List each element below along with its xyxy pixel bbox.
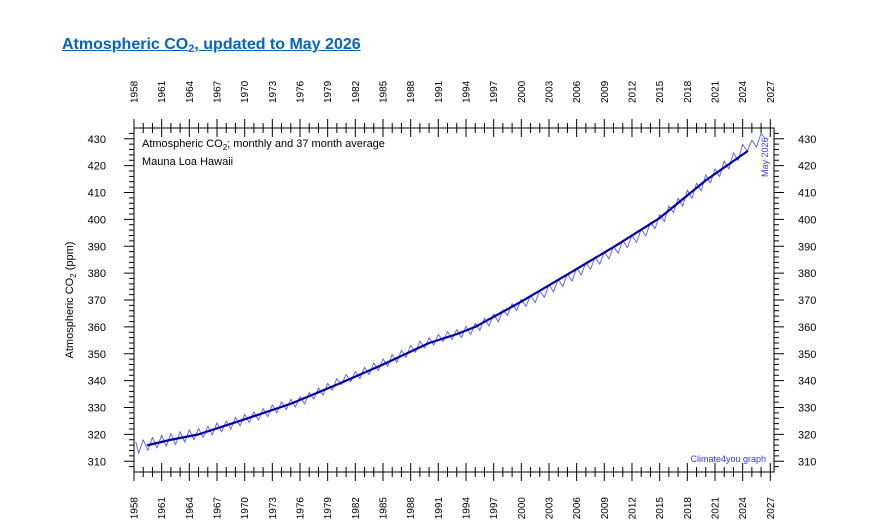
x-tick-label-top: 1991 <box>434 80 445 103</box>
credit-label: Climate4you graph <box>690 454 766 464</box>
x-tick-label-top: 1979 <box>323 80 334 103</box>
monthly-line <box>135 132 766 454</box>
y-tick-label-left: 380 <box>88 268 106 280</box>
y-tick-label-left: 310 <box>88 456 106 468</box>
x-tick-label-bottom: 1958 <box>130 497 141 520</box>
x-tick-label-bottom: 2027 <box>766 497 777 520</box>
x-tick-label-bottom: 1994 <box>461 497 472 520</box>
y-tick-label-right: 320 <box>798 429 816 441</box>
y-tick-label-right: 360 <box>798 322 816 334</box>
x-tick-label-bottom: 1979 <box>323 497 334 520</box>
x-tick-label-bottom: 1991 <box>434 497 445 520</box>
x-tick-label-bottom: 2021 <box>710 497 721 520</box>
x-tick-label-top: 2006 <box>572 80 583 103</box>
x-tick-label-bottom: 2018 <box>683 497 694 520</box>
x-tick-label-bottom: 1982 <box>351 497 362 520</box>
y-tick-label-left: 360 <box>88 322 106 334</box>
x-tick-label-top: 1997 <box>489 80 500 103</box>
x-tick-label-top: 1988 <box>406 80 417 103</box>
x-tick-label-bottom: 1964 <box>185 497 196 520</box>
x-tick-label-top: 1982 <box>351 80 362 103</box>
x-tick-label-bottom: 1961 <box>157 497 168 520</box>
x-tick-label-bottom: 1976 <box>295 497 306 520</box>
y-tick-label-left: 370 <box>88 295 106 307</box>
y-tick-label-right: 350 <box>798 349 816 361</box>
x-tick-label-top: 2015 <box>655 80 666 103</box>
x-tick-label-bottom: 2009 <box>600 497 611 520</box>
x-tick-label-top: 1973 <box>268 80 279 103</box>
y-tick-label-left: 320 <box>88 429 106 441</box>
x-tick-label-top: 1985 <box>378 80 389 103</box>
y-tick-label-right: 430 <box>798 134 816 146</box>
x-tick-label-top: 2024 <box>738 80 749 103</box>
y-tick-label-left: 340 <box>88 376 106 388</box>
y-tick-label-right: 330 <box>798 403 816 415</box>
y-tick-label-right: 340 <box>798 376 816 388</box>
x-tick-label-top: 2003 <box>544 80 555 103</box>
y-tick-label-right: 420 <box>798 161 816 173</box>
x-tick-label-bottom: 2000 <box>517 497 528 520</box>
x-tick-label-top: 1994 <box>461 80 472 103</box>
average-line <box>146 150 749 447</box>
x-tick-label-top: 2018 <box>683 80 694 103</box>
x-tick-label-top: 2021 <box>710 80 721 103</box>
chart-subtitle: Mauna Loa Hawaii <box>142 156 233 168</box>
x-tick-label-bottom: 2003 <box>544 497 555 520</box>
y-tick-label-left: 420 <box>88 161 106 173</box>
y-tick-label-left: 390 <box>88 241 106 253</box>
x-tick-label-bottom: 2006 <box>572 497 583 520</box>
y-tick-label-left: 350 <box>88 349 106 361</box>
y-tick-label-right: 310 <box>798 456 816 468</box>
x-tick-label-bottom: 1967 <box>212 497 223 520</box>
x-tick-label-top: 2009 <box>600 80 611 103</box>
x-tick-label-top: 1964 <box>185 80 196 103</box>
y-tick-label-right: 390 <box>798 241 816 253</box>
plot-frame <box>133 127 775 473</box>
x-tick-label-bottom: 1988 <box>406 497 417 520</box>
y-tick-label-right: 380 <box>798 268 816 280</box>
x-tick-label-bottom: 1973 <box>268 497 279 520</box>
y-tick-label-right: 410 <box>798 188 816 200</box>
x-tick-label-bottom: 1997 <box>489 497 500 520</box>
x-tick-label-bottom: 2024 <box>738 497 749 520</box>
x-tick-label-top: 1967 <box>212 80 223 103</box>
x-tick-label-bottom: 1970 <box>240 497 251 520</box>
x-tick-label-top: 1976 <box>295 80 306 103</box>
y-axis-label: Atmospheric CO2 (ppm) <box>64 242 78 359</box>
x-tick-label-bottom: 2015 <box>655 497 666 520</box>
x-tick-label-top: 2012 <box>627 80 638 103</box>
x-tick-label-top: 1958 <box>130 80 141 103</box>
y-tick-label-right: 400 <box>798 214 816 226</box>
page-title[interactable]: Atmospheric CO2, updated to May 2026 <box>62 36 361 55</box>
y-tick-label-left: 400 <box>88 214 106 226</box>
end-annotation: May 2026 <box>760 137 770 177</box>
x-tick-label-top: 1961 <box>157 80 168 103</box>
x-tick-label-bottom: 2012 <box>627 497 638 520</box>
y-tick-label-left: 430 <box>88 134 106 146</box>
x-tick-label-bottom: 1985 <box>378 497 389 520</box>
x-tick-label-top: 2000 <box>517 80 528 103</box>
y-tick-label-left: 410 <box>88 188 106 200</box>
x-tick-label-top: 1970 <box>240 80 251 103</box>
x-tick-label-top: 2027 <box>766 80 777 103</box>
y-tick-label-right: 370 <box>798 295 816 307</box>
y-tick-label-left: 330 <box>88 403 106 415</box>
chart-inner-label: Atmospheric CO2; monthly and 37 month av… <box>142 138 385 152</box>
